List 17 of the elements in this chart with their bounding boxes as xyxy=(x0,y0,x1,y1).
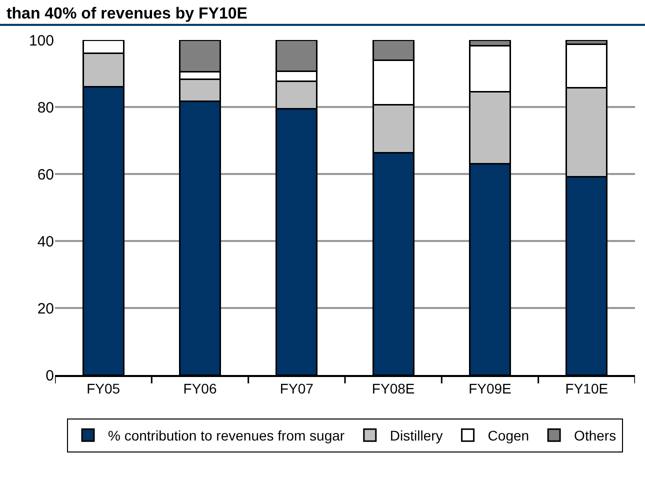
x-tick-label: FY05 xyxy=(86,380,120,397)
legend-label: % contribution to revenues from sugar xyxy=(108,428,345,444)
legend-label: Distillery xyxy=(390,428,443,444)
y-tick-label: 60 xyxy=(37,166,54,184)
y-tick-label: 0 xyxy=(46,367,54,384)
y-tick-label: 80 xyxy=(37,99,54,116)
x-tick-label: FY06 xyxy=(183,380,217,397)
y-tick-label: 20 xyxy=(37,300,54,318)
x-tick-label: FY08E xyxy=(372,380,415,397)
x-tick-label: FY07 xyxy=(280,380,314,397)
legend-label: Cogen xyxy=(488,428,530,444)
y-tick-label: 100 xyxy=(28,32,54,50)
x-tick-label: FY10E xyxy=(565,380,608,397)
x-tick-label: FY09E xyxy=(468,380,512,397)
legend-label: Others xyxy=(574,428,616,444)
y-tick-label: 40 xyxy=(37,233,54,250)
chart-title: than 40% of revenues by FY10E xyxy=(6,5,248,22)
